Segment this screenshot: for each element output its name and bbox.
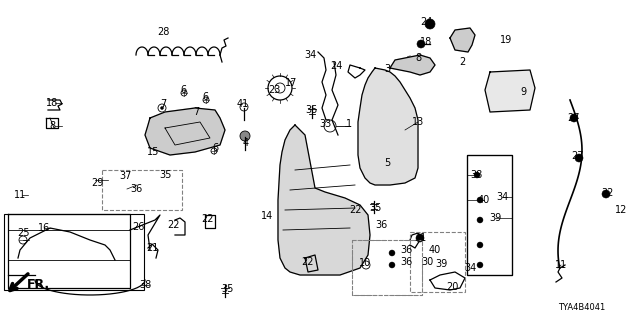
Text: 36: 36 <box>130 184 142 194</box>
Text: 6: 6 <box>180 85 186 95</box>
Text: 7: 7 <box>193 107 199 117</box>
Text: 34: 34 <box>304 50 316 60</box>
Text: 2: 2 <box>459 57 465 67</box>
Text: 37: 37 <box>120 171 132 181</box>
Text: 39: 39 <box>435 259 447 269</box>
Text: 4: 4 <box>243 138 249 148</box>
Text: 6: 6 <box>202 92 208 102</box>
Polygon shape <box>390 55 435 75</box>
Text: 22: 22 <box>201 214 213 224</box>
Text: 20: 20 <box>446 282 458 292</box>
Text: 8: 8 <box>415 53 421 63</box>
Circle shape <box>384 158 392 166</box>
Circle shape <box>477 217 483 223</box>
Text: 22: 22 <box>301 257 313 267</box>
Text: FR.: FR. <box>26 278 49 292</box>
Text: 3: 3 <box>384 64 390 74</box>
Bar <box>467 155 512 275</box>
Bar <box>410 232 465 292</box>
Text: 38: 38 <box>470 170 482 180</box>
Circle shape <box>416 234 424 242</box>
Text: 24: 24 <box>420 17 432 27</box>
Text: 10: 10 <box>359 258 371 268</box>
Circle shape <box>477 242 483 248</box>
Text: 36: 36 <box>400 257 412 267</box>
Polygon shape <box>450 28 475 52</box>
Text: 27: 27 <box>567 113 579 123</box>
Text: 17: 17 <box>285 78 297 88</box>
Text: 12: 12 <box>615 205 627 215</box>
Circle shape <box>602 190 610 198</box>
Polygon shape <box>358 68 418 185</box>
Bar <box>4 214 144 290</box>
Text: 36: 36 <box>400 245 412 255</box>
Text: 22: 22 <box>349 205 362 215</box>
Text: 24: 24 <box>330 61 342 71</box>
Polygon shape <box>145 108 225 155</box>
Text: 8: 8 <box>49 121 55 131</box>
Text: 28: 28 <box>157 27 169 37</box>
Text: 40: 40 <box>478 195 490 205</box>
Circle shape <box>417 40 425 48</box>
Text: 34: 34 <box>464 263 476 273</box>
Text: 6: 6 <box>212 143 218 153</box>
Text: 27: 27 <box>572 151 584 161</box>
Bar <box>352 240 422 295</box>
Text: 35: 35 <box>222 284 234 294</box>
Text: 21: 21 <box>146 243 158 253</box>
Text: 30: 30 <box>421 257 433 267</box>
Text: 14: 14 <box>261 211 273 221</box>
Bar <box>102 170 182 210</box>
Text: 35: 35 <box>160 170 172 180</box>
Circle shape <box>474 172 480 178</box>
Text: 40: 40 <box>429 245 441 255</box>
Text: 23: 23 <box>268 85 280 95</box>
Circle shape <box>477 197 483 203</box>
Text: 39: 39 <box>489 213 501 223</box>
Text: 25: 25 <box>17 228 29 238</box>
Text: 29: 29 <box>91 178 103 188</box>
Text: 22: 22 <box>167 220 179 230</box>
Circle shape <box>570 114 578 122</box>
Circle shape <box>477 262 483 268</box>
Text: 9: 9 <box>520 87 526 97</box>
Text: 18: 18 <box>46 98 58 108</box>
Text: 38: 38 <box>139 280 151 290</box>
Text: 41: 41 <box>237 99 249 109</box>
Circle shape <box>425 19 435 29</box>
Text: 34: 34 <box>496 192 508 202</box>
Text: 31: 31 <box>414 233 426 243</box>
Text: 35: 35 <box>305 105 317 115</box>
Text: 19: 19 <box>500 35 512 45</box>
Text: 11: 11 <box>14 190 26 200</box>
Text: 13: 13 <box>412 117 424 127</box>
Bar <box>467 155 512 275</box>
Text: 1: 1 <box>346 119 352 129</box>
Circle shape <box>575 154 583 162</box>
Circle shape <box>191 114 195 116</box>
Text: 15: 15 <box>147 147 159 157</box>
Text: 36: 36 <box>375 220 387 230</box>
Bar <box>352 240 422 295</box>
Text: 11: 11 <box>555 260 567 270</box>
Text: 5: 5 <box>384 158 390 168</box>
Circle shape <box>240 131 250 141</box>
Polygon shape <box>278 125 370 275</box>
Polygon shape <box>485 70 535 112</box>
Text: 7: 7 <box>160 99 166 109</box>
Circle shape <box>161 107 163 109</box>
Circle shape <box>406 56 414 64</box>
Circle shape <box>389 250 395 256</box>
Circle shape <box>389 262 395 268</box>
Text: 32: 32 <box>601 188 613 198</box>
Text: 33: 33 <box>319 119 331 129</box>
Text: 16: 16 <box>38 223 50 233</box>
Text: 26: 26 <box>132 222 144 232</box>
Text: 35: 35 <box>369 203 381 213</box>
Text: TYA4B4041: TYA4B4041 <box>558 302 605 311</box>
Text: 18: 18 <box>420 37 432 47</box>
